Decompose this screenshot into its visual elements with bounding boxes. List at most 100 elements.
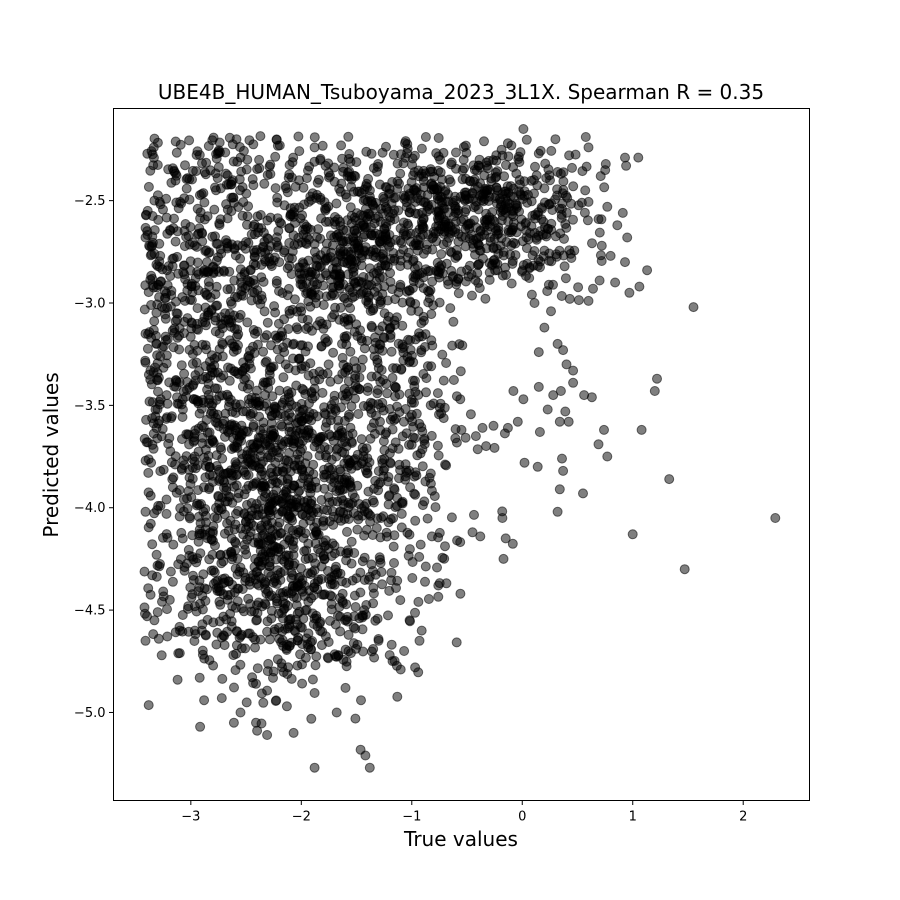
data-point (383, 610, 393, 621)
data-point (194, 408, 205, 419)
data-point (343, 629, 354, 640)
data-point (212, 627, 223, 638)
data-point (355, 567, 366, 578)
data-point (190, 375, 201, 386)
data-point (300, 605, 311, 616)
x-tick-label: −1 (402, 810, 421, 825)
data-point (453, 288, 464, 299)
data-point (300, 238, 311, 248)
data-point (235, 707, 246, 718)
data-point (252, 164, 263, 175)
data-point (189, 240, 200, 251)
y-tick-label: −4.0 (74, 501, 106, 516)
data-point (152, 358, 163, 369)
data-point (770, 513, 781, 523)
data-point (445, 303, 456, 314)
data-point (503, 151, 514, 162)
data-point (142, 343, 153, 354)
x-tick-label: 0 (518, 810, 526, 825)
x-axis-ticks: −3 −2 −1 0 1 2 (181, 800, 747, 825)
data-point (147, 539, 158, 550)
data-point (306, 483, 317, 494)
data-point (234, 632, 245, 643)
data-point (264, 557, 275, 568)
data-point (368, 598, 379, 609)
data-point (222, 594, 233, 605)
data-point (268, 430, 278, 441)
data-point (570, 149, 581, 160)
data-point (192, 146, 203, 157)
data-point (328, 435, 339, 446)
data-point (538, 251, 549, 262)
data-point (433, 450, 444, 461)
data-point (168, 223, 179, 234)
data-point (265, 452, 276, 463)
data-point (202, 373, 213, 384)
data-point (559, 261, 570, 272)
data-point (233, 583, 244, 594)
data-point (154, 396, 165, 407)
data-point (179, 368, 190, 379)
data-point (314, 450, 325, 461)
data-point (377, 579, 388, 590)
data-point (317, 626, 328, 637)
data-point (273, 332, 284, 343)
data-point (220, 168, 231, 179)
data-point (226, 444, 237, 454)
data-point (181, 174, 192, 185)
data-point (314, 618, 325, 629)
data-point (155, 466, 166, 477)
data-point (335, 216, 345, 227)
data-point (151, 549, 162, 560)
data-point (544, 199, 555, 210)
data-point (552, 338, 563, 349)
data-point (431, 148, 442, 159)
data-point (281, 701, 292, 712)
data-point (350, 713, 361, 724)
data-point (588, 283, 598, 294)
data-point (161, 529, 172, 540)
data-point (446, 512, 457, 523)
y-axis-ticks: −5.0 −4.5 −4.0 −3.5 −3.0 −2.5 (74, 194, 114, 721)
data-point (560, 273, 571, 284)
data-point (443, 279, 454, 290)
data-point (359, 343, 370, 354)
data-point (456, 231, 467, 242)
data-point (194, 672, 205, 683)
data-point (153, 500, 164, 511)
data-point (410, 433, 420, 444)
data-point (455, 588, 466, 599)
data-point (399, 226, 410, 237)
points-layer (139, 124, 781, 773)
data-point (308, 469, 319, 480)
data-point (451, 276, 462, 287)
data-point (621, 160, 632, 171)
data-point (359, 530, 370, 541)
data-point (216, 693, 227, 704)
data-point (315, 192, 326, 203)
data-point (353, 409, 364, 419)
data-point (294, 572, 305, 583)
data-point (259, 178, 270, 189)
data-point (634, 281, 645, 292)
data-point (270, 402, 280, 413)
data-point (271, 134, 282, 145)
data-point (231, 480, 242, 491)
data-point (208, 565, 219, 576)
data-point (268, 672, 278, 683)
data-point (532, 260, 543, 271)
data-point (272, 478, 283, 489)
data-point (448, 316, 459, 327)
data-point (179, 260, 190, 271)
data-point (541, 173, 552, 184)
data-point (235, 185, 245, 196)
data-point (175, 625, 185, 636)
data-point (252, 533, 263, 543)
data-point (150, 330, 161, 341)
data-point (265, 212, 276, 223)
data-point (373, 634, 384, 644)
data-point (245, 409, 256, 419)
data-point (594, 275, 605, 286)
data-point (480, 293, 491, 304)
